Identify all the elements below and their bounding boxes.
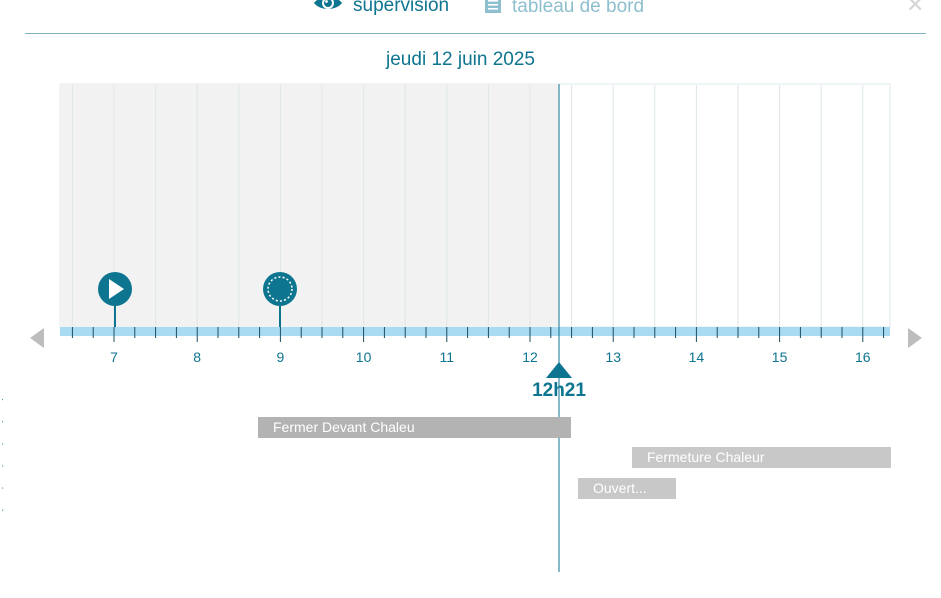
timeline-axis — [60, 327, 890, 336]
document-icon — [484, 0, 502, 20]
view-tabs: supervision tableau de bord ✕ — [0, 0, 941, 40]
date-title: jeudi 12 juin 2025 — [386, 49, 535, 70]
hour-label: 13 — [605, 349, 621, 365]
side-vertical-label: · · · · · · — [0, 398, 8, 520]
current-time-label: 12h21 — [532, 380, 586, 401]
tab-underline — [25, 33, 926, 34]
hour-label: 16 — [855, 349, 871, 365]
past-time-area — [60, 84, 559, 327]
event-bar[interactable]: Fermer Devant Chaleu — [258, 417, 571, 438]
hour-label: 10 — [356, 349, 372, 365]
hour-label: 15 — [772, 349, 788, 365]
close-icon[interactable]: ✕ — [906, 0, 925, 17]
event-bar[interactable]: Ouvert... — [578, 478, 676, 499]
hour-label: 8 — [193, 349, 201, 365]
play-marker-icon[interactable] — [98, 272, 132, 327]
eye-icon — [313, 0, 343, 18]
scroll-right-arrow-icon[interactable] — [908, 328, 922, 348]
tab-tableau-label: tableau de bord — [512, 0, 645, 17]
scroll-left-arrow-icon[interactable] — [30, 328, 44, 348]
event-bar[interactable]: Fermeture Chaleur — [632, 447, 891, 468]
clock-marker-icon[interactable] — [263, 272, 297, 327]
hour-label: 14 — [689, 349, 705, 365]
tab-supervision[interactable]: supervision — [313, 0, 449, 18]
hour-label: 9 — [277, 349, 285, 365]
tab-tableau-de-bord[interactable]: tableau de bord — [484, 0, 644, 20]
current-time-marker-icon — [546, 362, 572, 378]
hour-label: 12 — [522, 349, 538, 365]
tab-supervision-label: supervision — [353, 0, 450, 16]
hour-label: 7 — [110, 349, 118, 365]
hour-label: 11 — [440, 349, 455, 365]
